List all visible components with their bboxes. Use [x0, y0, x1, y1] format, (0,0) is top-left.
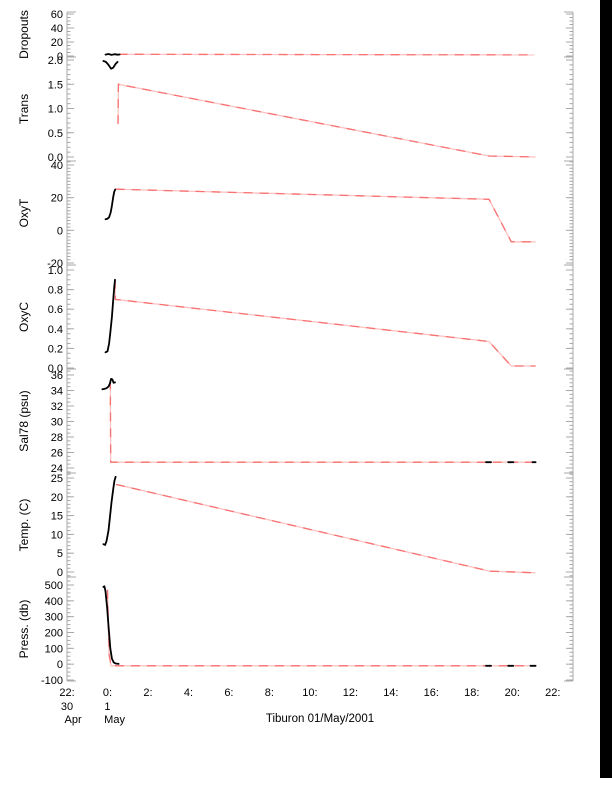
y-tick-label: 300 [45, 612, 63, 624]
y-tick-label: 0 [57, 659, 63, 671]
y-tick-label: 20 [51, 492, 63, 504]
y-tick-label: 0.4 [48, 324, 63, 336]
x-tick-label: 12: [343, 687, 358, 699]
y-tick-label: 500 [45, 580, 63, 592]
y-tick-label: 5 [57, 548, 63, 560]
scan-black-strip [600, 0, 612, 778]
y-axis-title: Dropouts [17, 10, 31, 59]
y-tick-label: 0.6 [48, 304, 63, 316]
x-tick-label: 2: [143, 687, 152, 699]
y-tick-label: 0 [57, 225, 63, 237]
series-red-base [115, 483, 536, 574]
series-black [102, 60, 119, 70]
series-black [104, 188, 117, 221]
y-tick-label: 34 [51, 386, 63, 398]
y-tick-label: 28 [51, 432, 63, 444]
x-tick-label: 18: [464, 687, 479, 699]
y-tick-label: 0.0 [48, 152, 63, 164]
y-tick-label: 200 [45, 628, 63, 640]
series-red [118, 53, 535, 56]
y-tick-label: 100 [45, 643, 63, 655]
y-tick-label: 1.5 [48, 79, 63, 91]
chart-generated-content: 0 20 40 60 Dropouts 0.0 0.5 1.0 1.5 2.0 Trans -20 0 2… [17, 9, 574, 726]
y-tick-label: 15 [51, 511, 63, 523]
y-axis-title: Trans [17, 94, 31, 124]
y-tick-label: 0.0 [48, 363, 63, 375]
series-red [115, 483, 536, 574]
series-black [101, 377, 116, 391]
y-tick-label: 24 [51, 463, 63, 475]
x-tick-label: 6: [224, 687, 233, 699]
x-month-label: May [104, 714, 125, 726]
y-axis-title: Temp. (C) [17, 499, 31, 552]
y-tick-label: 32 [51, 401, 63, 413]
x-tick-label: 0: [103, 687, 112, 699]
y-axis-title: Sal78 (psu) [17, 390, 31, 451]
y-tick-label: -100 [41, 675, 63, 687]
series-red [115, 188, 536, 243]
series-black [102, 475, 117, 546]
series-red-base [117, 83, 536, 158]
series-black [104, 53, 121, 56]
series-red-base [109, 380, 536, 463]
y-tick-label: 20 [51, 37, 63, 49]
series-black [104, 278, 116, 354]
chart-title: Tiburon 01/May/2001 [266, 713, 374, 725]
x-tick-label: 14: [383, 687, 398, 699]
series-red-base [115, 188, 536, 243]
x-day-label: 1 [104, 701, 110, 713]
x-tick-label: 16: [424, 687, 439, 699]
y-tick-label: 20 [51, 193, 63, 205]
y-tick-label: 10 [51, 529, 63, 541]
y-axis-title: OxyC [17, 302, 31, 332]
series-red [109, 380, 536, 463]
y-tick-label: 1.0 [48, 104, 63, 116]
y-axis-title: OxyT [17, 198, 31, 227]
x-tick-label: 4: [184, 687, 193, 699]
y-tick-label: 40 [51, 160, 63, 172]
x-tick-label: 22: [59, 687, 74, 699]
y-tick-label: 25 [51, 473, 63, 485]
y-tick-label: 0 [57, 51, 63, 63]
series-red [114, 279, 536, 367]
series-red-base [106, 589, 536, 667]
x-day-label: 30 [61, 701, 73, 713]
y-tick-label: 36 [51, 370, 63, 382]
y-tick-label: 2.0 [48, 55, 63, 67]
y-tick-label: 26 [51, 448, 63, 460]
y-tick-label: 0.2 [48, 343, 63, 355]
x-tick-label: 10: [302, 687, 317, 699]
x-tick-label: 8: [265, 687, 274, 699]
y-tick-label: 400 [45, 596, 63, 608]
y-tick-label: 1.0 [48, 265, 63, 277]
y-tick-label: 30 [51, 417, 63, 429]
series-black [102, 585, 120, 665]
y-tick-label: 40 [51, 23, 63, 35]
x-tick-label: 20: [505, 687, 520, 699]
y-tick-label: 0.8 [48, 285, 63, 297]
y-tick-label: 0 [57, 567, 63, 579]
series-red [106, 589, 536, 667]
x-tick-label: 22: [545, 687, 560, 699]
y-axis-title: Press. (db) [17, 600, 31, 659]
series-red [117, 83, 536, 158]
x-month-label: Apr [65, 714, 82, 726]
y-tick-label: 0.5 [48, 128, 63, 140]
y-tick-label: 60 [51, 9, 63, 21]
y-tick-label: -20 [47, 258, 63, 270]
